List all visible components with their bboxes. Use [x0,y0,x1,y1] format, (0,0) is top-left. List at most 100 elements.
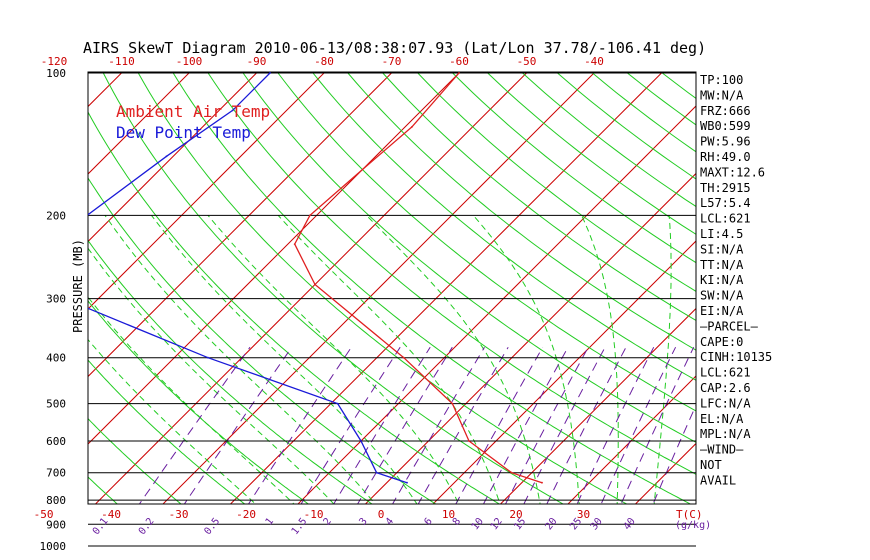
dry-adiabat-line [172,72,692,504]
dry-adiabat-line [752,63,870,558]
mixing-ratio-line [357,346,453,504]
thermo-grid [0,62,870,558]
stat-item: EL:N/A [700,412,744,426]
stat-item: TP:100 [700,73,743,87]
pressure-tick-label: 500 [46,398,66,411]
mixing-ratio-tick-label: 3 [357,516,369,528]
dry-adiabat-line [137,72,628,504]
dry-adiabat-line [0,63,114,558]
dry-adiabat-line [346,72,696,351]
stat-item: MW:N/A [700,88,744,102]
mixing-ratio-tick-label: 8 [451,516,463,528]
pressure-tick-label: 800 [46,494,66,507]
isotherm-line [499,307,696,504]
series-point [510,471,513,474]
series-point [231,109,234,112]
plot-border [87,71,697,505]
y-axis-label: PRESSURE (MB) [71,239,85,333]
series-point [207,356,209,359]
mixing-ratio-tick-label: 1 [264,516,276,528]
dry-adiabat-line [381,72,696,322]
mixing-ratio-tick-label: 0.2 [137,516,157,537]
legend-ambient-air-temp: Ambient Air Temp [116,102,270,121]
series-dew-point-temp [88,72,408,484]
bottom-temp-tick-label: -50 [34,508,54,521]
pressure-tick-label: 300 [46,293,66,306]
isotherm-line [88,72,191,175]
pressure-tick-label: 200 [46,209,66,222]
bottom-temp-tick-label: 20 [509,508,522,521]
mixing-ratio-line [600,346,677,504]
top-temp-tick-label: -50 [517,55,537,68]
mixing-ratio-tick-label: 0.5 [202,516,222,537]
stat-item: –PARCEL– [700,319,759,333]
moist-adiabat-line [88,247,335,504]
dry-adiabat-line [241,72,696,443]
bottom-temp-tick-label: 10 [442,508,455,521]
isotherm-line [649,62,870,557]
pressure-tick-label: 600 [46,435,66,448]
isotherm-line [0,62,65,557]
series-ambient-air-temp [293,72,543,484]
series-point [451,402,454,405]
pressure-tick-label: 100 [46,67,66,80]
mixing-ratio-line [392,346,485,504]
dry-adiabat-line [88,239,373,504]
isobar-lines [87,71,697,547]
stat-item: NOT [700,458,722,472]
top-temp-tick-label: -80 [314,55,334,68]
mixing-ratio-line [138,346,251,504]
isotherm-line [229,72,664,504]
top-temp-tick-label: -60 [449,55,469,68]
bottom-temp-tick-label: -10 [304,508,324,521]
stat-item: LFC:N/A [700,396,751,410]
isotherm-line [567,375,696,504]
mixing-ratio-tick-label: 40 [622,516,638,532]
stat-item: TH:2915 [700,181,751,195]
series-point [293,243,296,246]
series-point [314,283,316,286]
dry-adiabat-line [520,72,696,208]
series-point [336,402,339,405]
moist-adiabat-line [151,215,418,504]
series-point [541,481,543,484]
stat-item: MPL:N/A [700,427,751,441]
mixing-ratio-tick-label: 10 [470,516,486,532]
series-point [360,440,362,442]
mixing-ratio-line [333,346,431,504]
top-temp-tick-label: -100 [176,55,203,68]
series-point [62,252,64,254]
stat-item: LCL:621 [700,212,751,226]
dry-adiabat-line [206,72,696,475]
stat-item: EI:N/A [700,304,744,318]
mixing-ratio-line [576,346,655,504]
isotherm-line [88,72,394,378]
mixing-ratio-line [620,346,695,504]
mixing-ratio-line [417,346,509,504]
moist-adiabat-line [581,215,619,504]
series-point [402,356,405,359]
top-temp-tick-label: -110 [108,55,135,68]
mixing-ratio-tick-label: 20 [543,516,559,532]
dry-adiabat-line [0,63,45,558]
moist-adiabat-line [207,215,460,504]
series-point [269,72,271,74]
series-point [375,471,378,474]
stat-item: AVAIL [700,473,736,487]
isotherm-line [634,442,696,504]
series-point [165,155,168,158]
stat-item: TT:N/A [700,258,744,272]
top-temp-tick-label: -40 [584,55,604,68]
chart-title: AIRS SkewT Diagram 2010-06-13/08:38:07.9… [83,39,706,57]
stat-item: SI:N/A [700,242,744,256]
stat-item: L57:5.4 [700,196,751,210]
stat-item: CINH:10135 [700,350,772,364]
stat-item: KI:N/A [700,273,744,287]
stat-item: WB0:599 [700,119,751,133]
isotherm-line [364,172,696,504]
pressure-tick-label: 1000 [40,540,67,553]
stat-item: RH:49.0 [700,150,751,164]
dry-adiabat-line [660,72,696,99]
